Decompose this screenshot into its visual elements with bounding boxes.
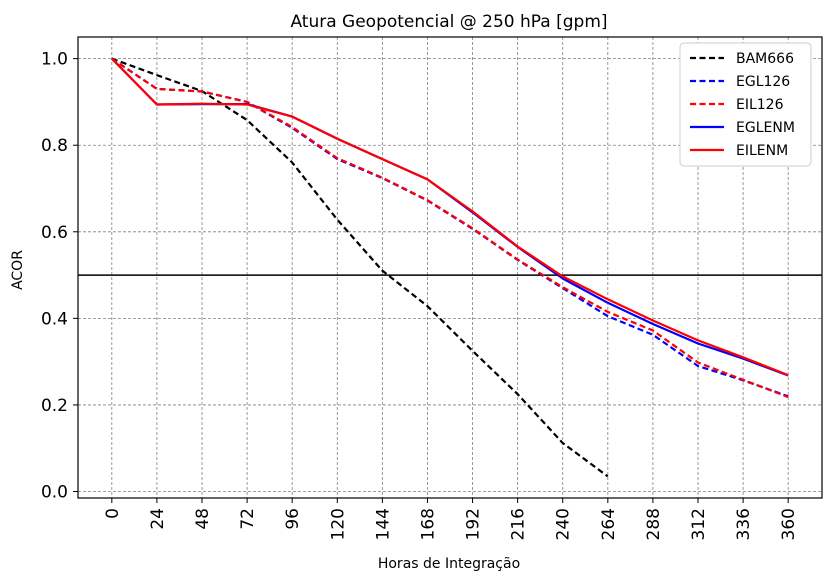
x-tick-label: 24 bbox=[148, 508, 168, 530]
series-line-eil126 bbox=[111, 57, 789, 399]
x-tick-label: 240 bbox=[554, 508, 574, 540]
x-tick-label: 264 bbox=[599, 508, 619, 540]
x-tick-label: 72 bbox=[238, 508, 258, 530]
x-tick-label: 120 bbox=[328, 508, 348, 540]
series-line-eilenm bbox=[111, 57, 789, 377]
x-tick-label: 288 bbox=[644, 508, 664, 540]
y-tick-label: 0.4 bbox=[41, 309, 68, 329]
x-tick-label: 48 bbox=[193, 508, 213, 530]
y-tick-label: 0.0 bbox=[41, 483, 68, 503]
x-tick-label: 312 bbox=[689, 508, 709, 540]
x-tick-label: 96 bbox=[283, 508, 303, 530]
legend-label-eilenm: EILENM bbox=[736, 143, 788, 159]
y-tick-label: 0.8 bbox=[41, 136, 68, 156]
x-axis-label: Horas de Integração bbox=[378, 556, 520, 572]
legend-label-egl126: EGL126 bbox=[736, 74, 790, 90]
chart-title: Atura Geopotencial @ 250 hPa [gpm] bbox=[290, 12, 607, 32]
y-tick-label: 0.6 bbox=[41, 223, 68, 243]
x-tick-label: 144 bbox=[373, 508, 393, 540]
legend-label-bam666: BAM666 bbox=[736, 51, 794, 67]
x-tick-label: 168 bbox=[418, 508, 438, 540]
legend: BAM666 EGL126 EIL126 EGLENM EILENM bbox=[679, 42, 812, 167]
x-tick-label: 216 bbox=[509, 508, 529, 540]
series-group bbox=[111, 57, 789, 478]
series-line-bam666 bbox=[111, 57, 609, 478]
x-tick-label: 360 bbox=[779, 508, 799, 540]
y-tick-label: 0.2 bbox=[41, 396, 68, 416]
x-tick-label: 0 bbox=[103, 508, 123, 519]
y-axis-label: ACOR bbox=[10, 250, 26, 290]
x-axis-ticks: 0 24 48 72 96 120 144 168 192 216 240 264 288 312 336 3… bbox=[103, 498, 799, 540]
y-tick-label: 1.0 bbox=[41, 50, 68, 70]
legend-label-eglenm: EGLENM bbox=[736, 120, 795, 136]
legend-frame bbox=[679, 42, 812, 167]
plot-frame bbox=[77, 36, 823, 499]
series-line-egl126 bbox=[111, 57, 789, 398]
x-tick-label: 336 bbox=[734, 508, 754, 540]
legend-label-eil126: EIL126 bbox=[736, 97, 784, 113]
y-axis-ticks: 0.0 0.2 0.4 0.6 0.8 1.0 bbox=[41, 50, 78, 503]
x-tick-label: 192 bbox=[464, 508, 484, 540]
